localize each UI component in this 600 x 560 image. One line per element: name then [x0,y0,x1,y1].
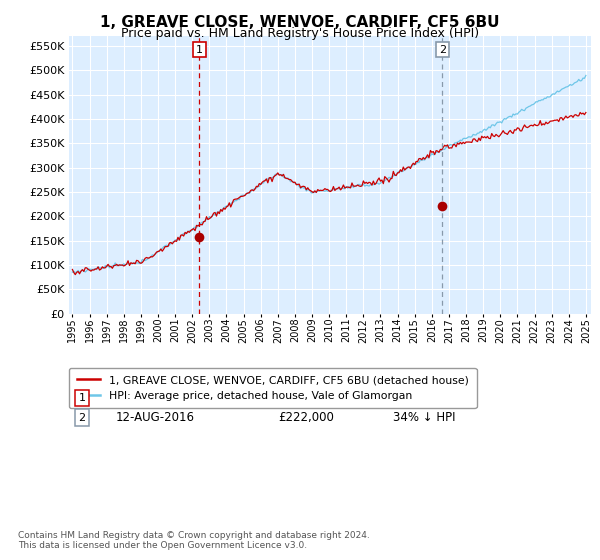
Legend: 1, GREAVE CLOSE, WENVOE, CARDIFF, CF5 6BU (detached house), HPI: Average price, : 1, GREAVE CLOSE, WENVOE, CARDIFF, CF5 6B… [69,368,476,408]
Text: 1: 1 [79,393,86,403]
Text: 31-MAY-2002: 31-MAY-2002 [116,391,193,405]
Text: 34% ↓ HPI: 34% ↓ HPI [392,411,455,424]
Text: 2: 2 [439,45,446,54]
Text: 2% ↑ HPI: 2% ↑ HPI [392,391,448,405]
Text: Price paid vs. HM Land Registry's House Price Index (HPI): Price paid vs. HM Land Registry's House … [121,27,479,40]
Text: 1: 1 [196,45,203,54]
Text: £222,000: £222,000 [278,411,334,424]
Text: Contains HM Land Registry data © Crown copyright and database right 2024.
This d: Contains HM Land Registry data © Crown c… [18,530,370,550]
Text: 2: 2 [79,413,86,423]
Text: £158,000: £158,000 [278,391,334,405]
Text: 12-AUG-2016: 12-AUG-2016 [116,411,195,424]
Text: 1, GREAVE CLOSE, WENVOE, CARDIFF, CF5 6BU: 1, GREAVE CLOSE, WENVOE, CARDIFF, CF5 6B… [100,15,500,30]
